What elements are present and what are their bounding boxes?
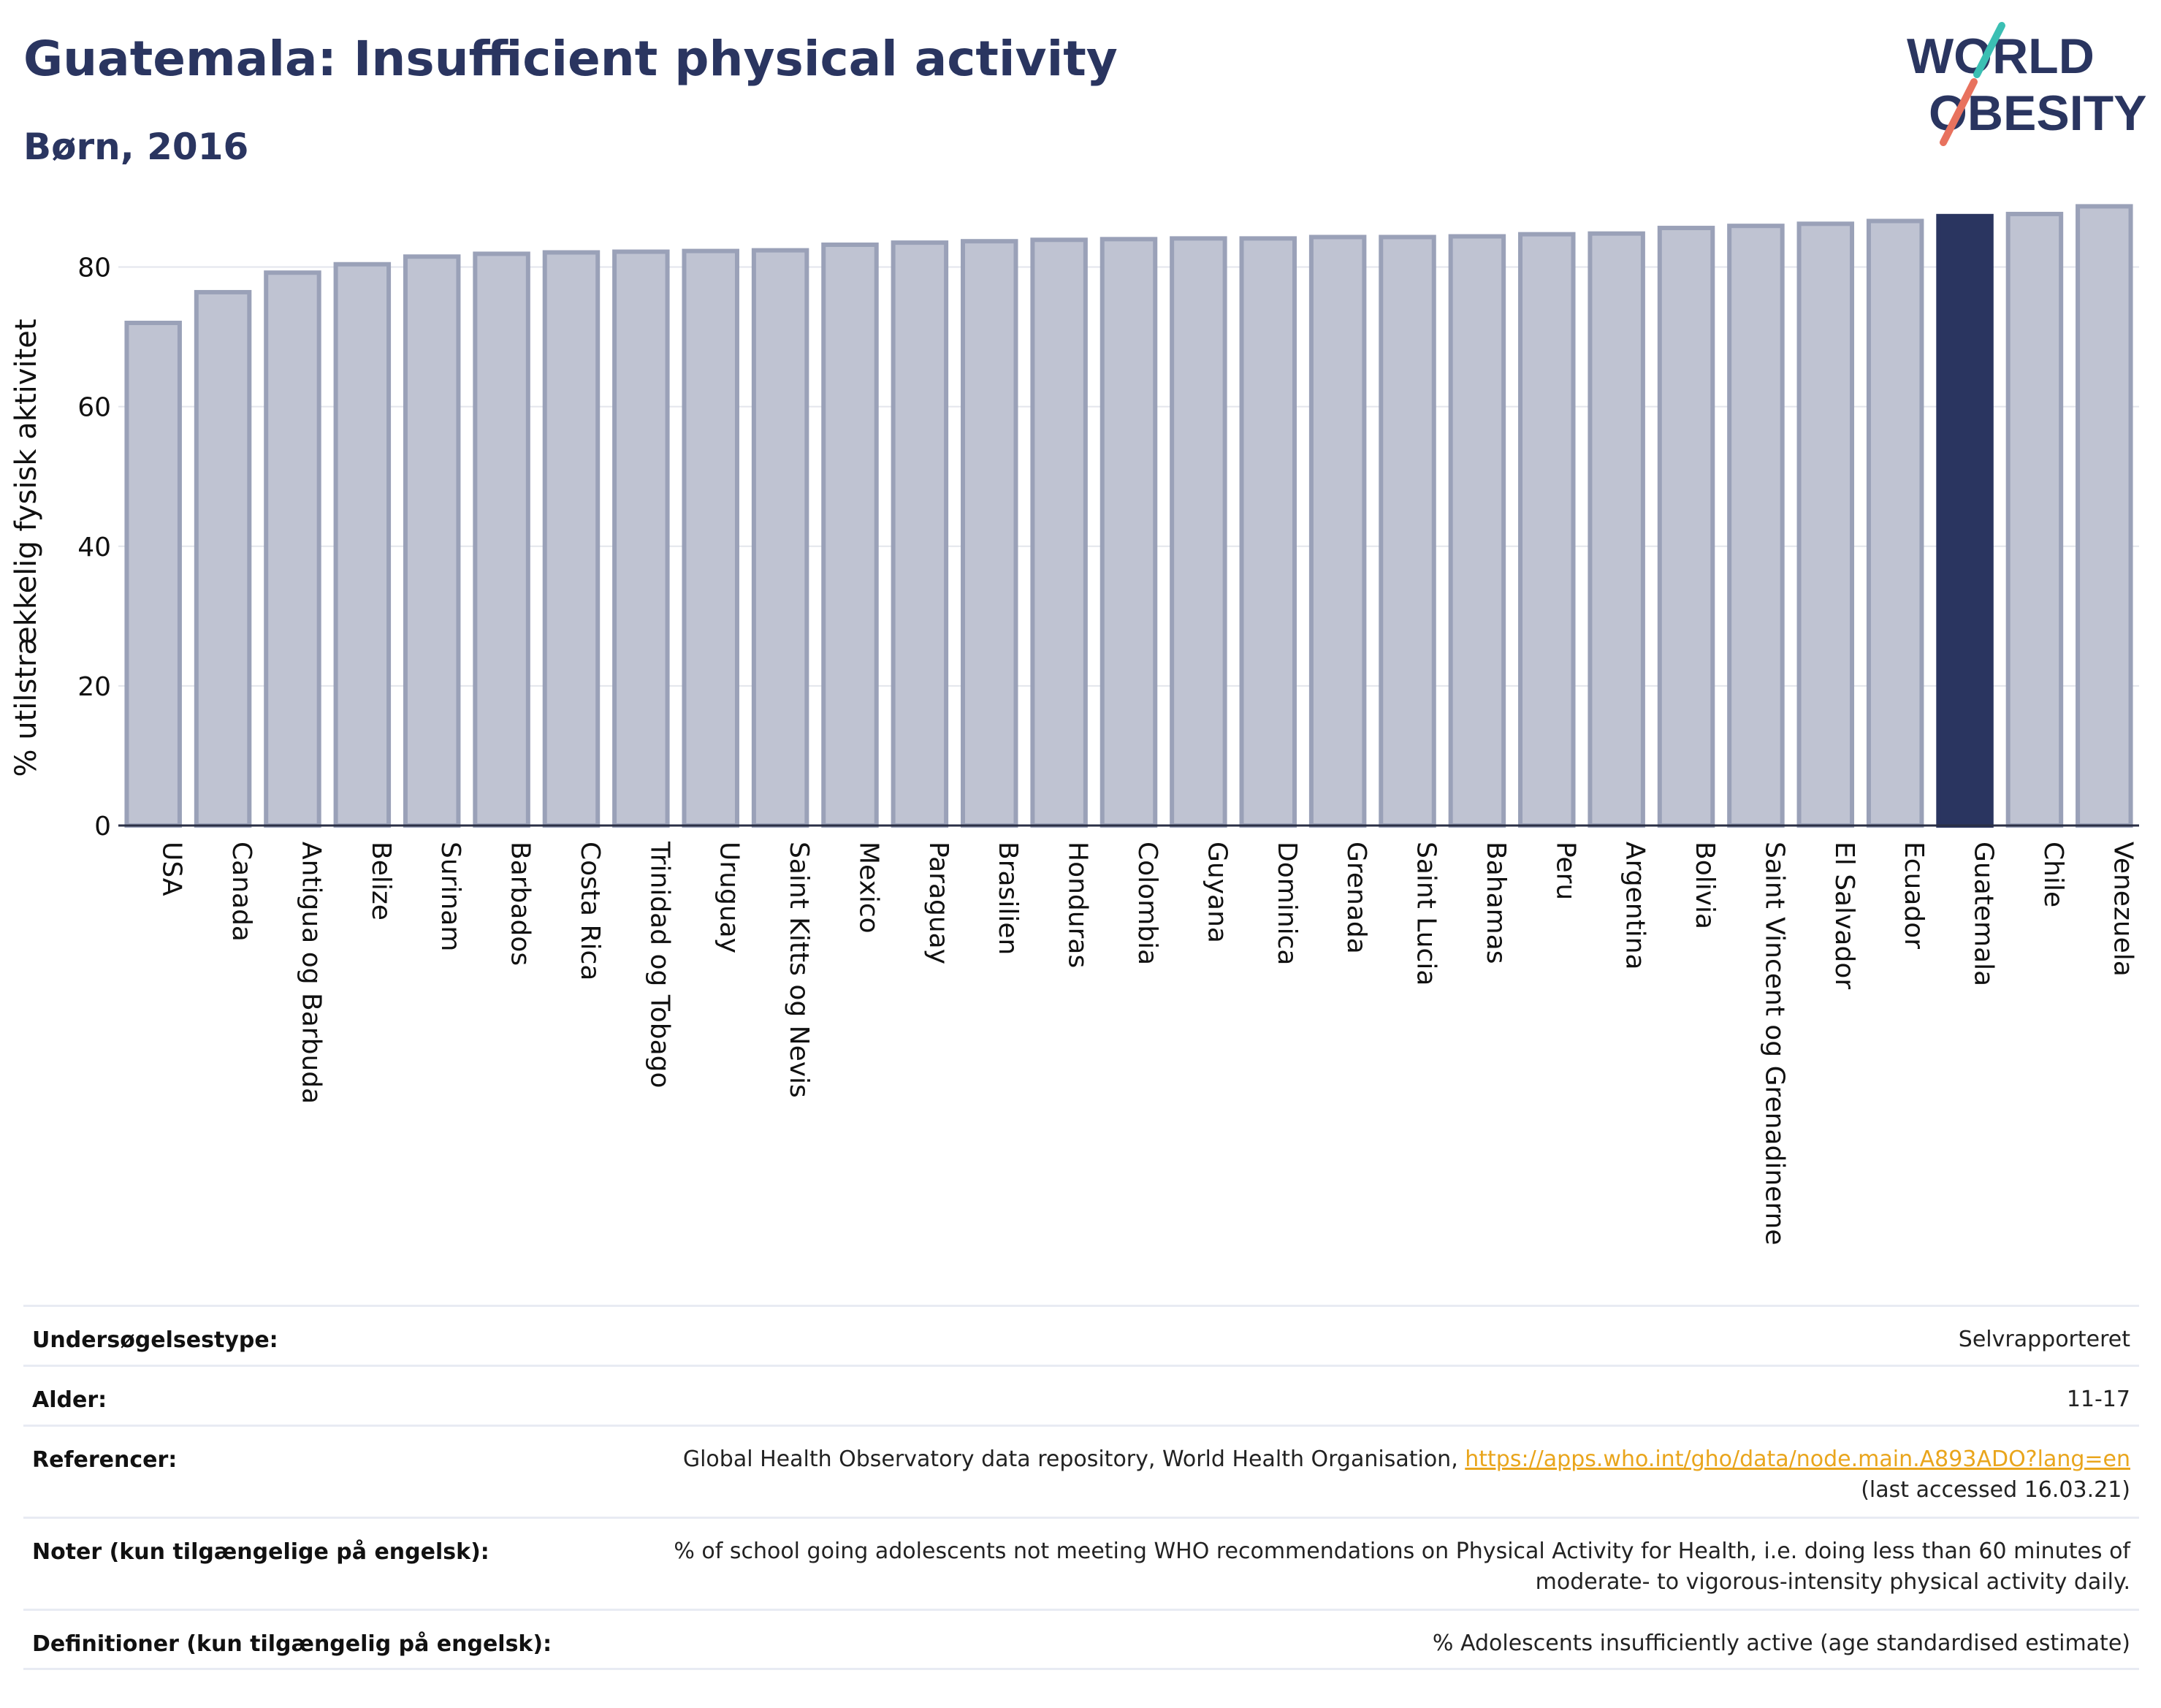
reference-link[interactable]: https://apps.who.int/gho/data/node.main.… [1465, 1446, 2130, 1472]
bar [264, 270, 321, 828]
notes-text-line1: % of school going adolescents not meetin… [674, 1539, 2130, 1564]
reference-access-date: (last accessed 16.03.21) [1861, 1477, 2130, 1503]
x-tick-label: Peru [1550, 842, 1580, 900]
info-label: Noter (kun tilgængelige på engelsk): [32, 1539, 489, 1565]
info-row-definitions: Definitioner (kun tilgængelig på engelsk… [23, 1609, 2139, 1670]
x-tick-label: Dominica [1272, 842, 1302, 966]
bar [473, 251, 530, 828]
x-tick-label: Colombia [1132, 842, 1162, 965]
bar [821, 242, 879, 828]
info-label: Referencer: [32, 1447, 178, 1473]
x-tick-label: Guyana [1202, 842, 1232, 943]
x-tick-label: Antigua og Barbuda [296, 842, 326, 1104]
y-tick-label: 0 [94, 812, 111, 842]
x-tick-label: Grenada [1341, 842, 1371, 954]
bar-highlight [1936, 213, 1994, 828]
bar [1727, 224, 1785, 828]
bar-chart: 0 20 40 60 80 USA Canada Antigua og Barbuda Beli… [77, 204, 2139, 1245]
bar [403, 254, 461, 828]
x-tick-label: Mexico [853, 842, 883, 934]
info-value: Selvrapporteret [1958, 1327, 2130, 1352]
x-tick-label: Venezuela [2108, 842, 2138, 977]
y-tick-label: 60 [77, 393, 111, 423]
bar [1588, 231, 1645, 828]
info-row-references: Referencer: Global Health Observatory da… [23, 1425, 2139, 1517]
y-tick-label: 40 [77, 533, 111, 563]
logo-slash-teal [1973, 22, 2005, 78]
bar [891, 240, 949, 828]
bar [960, 239, 1018, 828]
info-row-age: Alder: 11-17 [23, 1365, 2139, 1425]
logo-line1: WORLD [1907, 28, 2095, 84]
bar [1796, 221, 1855, 828]
x-tick-label: Uruguay [714, 842, 744, 953]
x-tick-label: Saint Vincent og Grenadinerne [1759, 842, 1789, 1245]
bar [542, 250, 601, 828]
x-tick-label: Barbados [506, 842, 536, 966]
info-row-notes: Noter (kun tilgængelige på engelsk): % o… [23, 1517, 2139, 1609]
bar [1030, 237, 1088, 828]
info-label: Definitioner (kun tilgængelig på engelsk… [32, 1631, 552, 1657]
bar [612, 249, 670, 828]
x-tick-label: Trinidad og Tobago [644, 841, 674, 1089]
x-tick-label: Paraguay [923, 842, 953, 964]
x-tick-label: Surinam [435, 842, 465, 951]
bar [1657, 226, 1715, 828]
x-tick-label: Ecuador [1899, 842, 1929, 949]
info-row-survey-type: Undersøgelsestype: Selvrapporteret [23, 1305, 2139, 1365]
x-tick-label: Honduras [1063, 842, 1093, 968]
bar [124, 321, 182, 828]
logo-slash-coral [1940, 78, 1978, 146]
bar [682, 248, 739, 828]
x-tick-label: Argentina [1620, 842, 1650, 970]
x-tick-label: Bolivia [1690, 842, 1720, 929]
x-tick-label: Guatemala [1969, 842, 1999, 986]
bar [1099, 237, 1158, 828]
info-value: % Adolescents insufficiently active (age… [1432, 1631, 2130, 1656]
chart-title: Guatemala: Insufficient physical activit… [23, 31, 1118, 87]
info-value: Global Health Observatory data repositor… [683, 1444, 2130, 1506]
logo-graphic: WORLD OBESITY [1907, 22, 2147, 146]
x-tick-label: Brasilien [993, 842, 1023, 955]
chart-subtitle: Børn, 2016 [23, 126, 249, 168]
world-obesity-logo: WORLD OBESITY [1907, 22, 2148, 153]
y-tick-label: 20 [77, 672, 111, 702]
bar [1448, 234, 1506, 828]
info-label: Undersøgelsestype: [32, 1327, 278, 1353]
x-tick-label: Chile [2038, 842, 2068, 907]
bar [2076, 204, 2133, 828]
bar [333, 262, 392, 828]
bar [1379, 235, 1436, 828]
x-tick-label: USA [157, 842, 187, 896]
x-tick-label: Canada [226, 842, 256, 942]
bar [1239, 236, 1297, 828]
bar [1866, 218, 1924, 828]
x-tick-label: Bahamas [1481, 842, 1511, 964]
info-value: % of school going adolescents not meetin… [674, 1536, 2130, 1598]
bar [1518, 232, 1576, 828]
info-label: Alder: [32, 1387, 107, 1413]
bar [751, 248, 809, 828]
info-value: 11-17 [2066, 1387, 2130, 1412]
info-table: Undersøgelsestype: Selvrapporteret Alder… [23, 1305, 2139, 1670]
x-tick-label: El Salvador [1829, 842, 1859, 989]
bar [194, 289, 252, 828]
bar [1170, 236, 1227, 828]
reference-text: Global Health Observatory data repositor… [682, 1446, 1466, 1472]
x-tick-label: Saint Lucia [1411, 842, 1441, 985]
y-axis-label-text: % utilstrækkelig fysisk aktivitet [9, 319, 43, 777]
x-tick-label: Saint Kitts og Nevis [784, 842, 814, 1098]
notes-text-line2: moderate- to vigorous-intensity physical… [1535, 1569, 2130, 1595]
bar-chart-svg: 0 20 40 60 80 USA Canada Antigua og Barbuda Beli… [77, 204, 2139, 1245]
x-tick-label: Costa Rica [575, 842, 605, 980]
bar [1308, 235, 1367, 828]
x-tick-label: Belize [366, 842, 396, 920]
bar [2005, 211, 2064, 828]
y-tick-label: 80 [77, 253, 111, 283]
